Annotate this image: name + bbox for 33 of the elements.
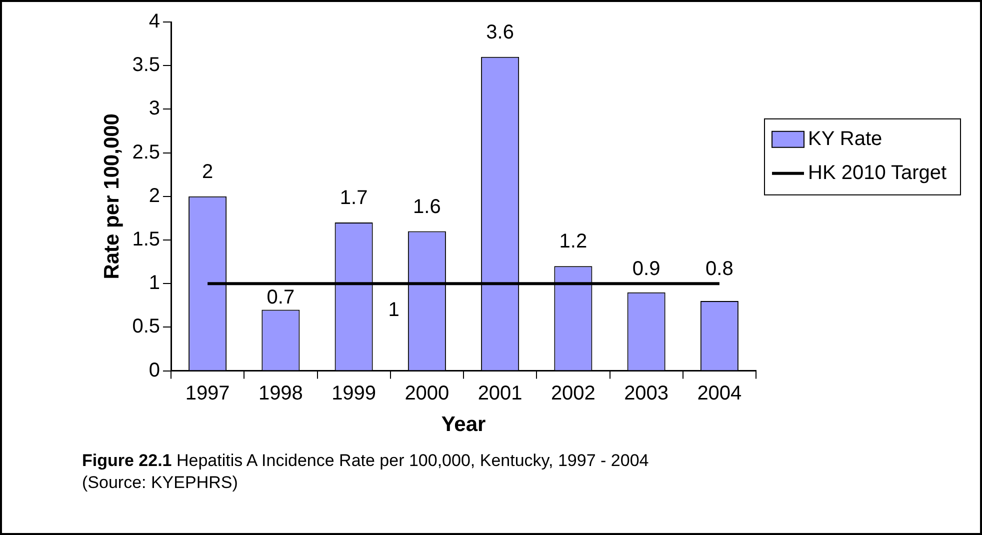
data-label: 1.7 — [340, 187, 368, 210]
x-tick-label: 2002 — [550, 382, 596, 404]
x-axis-title: Year — [441, 413, 486, 436]
legend-label: HK 2010 Target — [808, 162, 948, 184]
data-label: 3.6 — [486, 21, 514, 44]
data-label: 0.9 — [632, 258, 660, 280]
text: (Source: KYEPHRS) — [82, 472, 239, 494]
x-tick-label: 2000 — [404, 382, 450, 404]
data-label: 1.2 — [559, 230, 588, 253]
x-tick-label: 1998 — [258, 382, 303, 404]
y-tick-label: 2.5 — [132, 141, 160, 164]
y-tick-label: 3 — [148, 98, 160, 120]
y-tick-label: 0.5 — [132, 316, 160, 338]
y-tick-label: 3.5 — [132, 54, 160, 76]
x-tick-label: 1999 — [332, 382, 376, 404]
y-tick-label: 4 — [148, 10, 160, 33]
data-label: 1 — [388, 299, 400, 322]
data-label: 0.7 — [266, 286, 295, 308]
data-label: 1.6 — [413, 196, 441, 218]
y-tick-label: 1.5 — [132, 228, 160, 251]
y-tick-label: 2 — [148, 184, 160, 207]
legend-label: KY Rate — [808, 128, 882, 150]
x-tick-label: 2003 — [624, 382, 669, 404]
caption: Figure 22.1 — [82, 451, 172, 470]
data-label: 0.8 — [706, 258, 734, 280]
text: Hepatitis A Incidence Rate per 100,000, Kentucky, 1997 - 2004 — [176, 451, 649, 470]
data-label: 2 — [202, 160, 214, 183]
x-tick-label: 1997 — [185, 382, 230, 404]
x-tick-label: 2001 — [478, 382, 522, 404]
x-tick-label: 2004 — [697, 382, 742, 404]
y-tick-label: 1 — [148, 272, 160, 294]
y-axis-title: Rate per 100,000 — [100, 114, 124, 280]
y-tick-label: 0 — [148, 359, 160, 382]
